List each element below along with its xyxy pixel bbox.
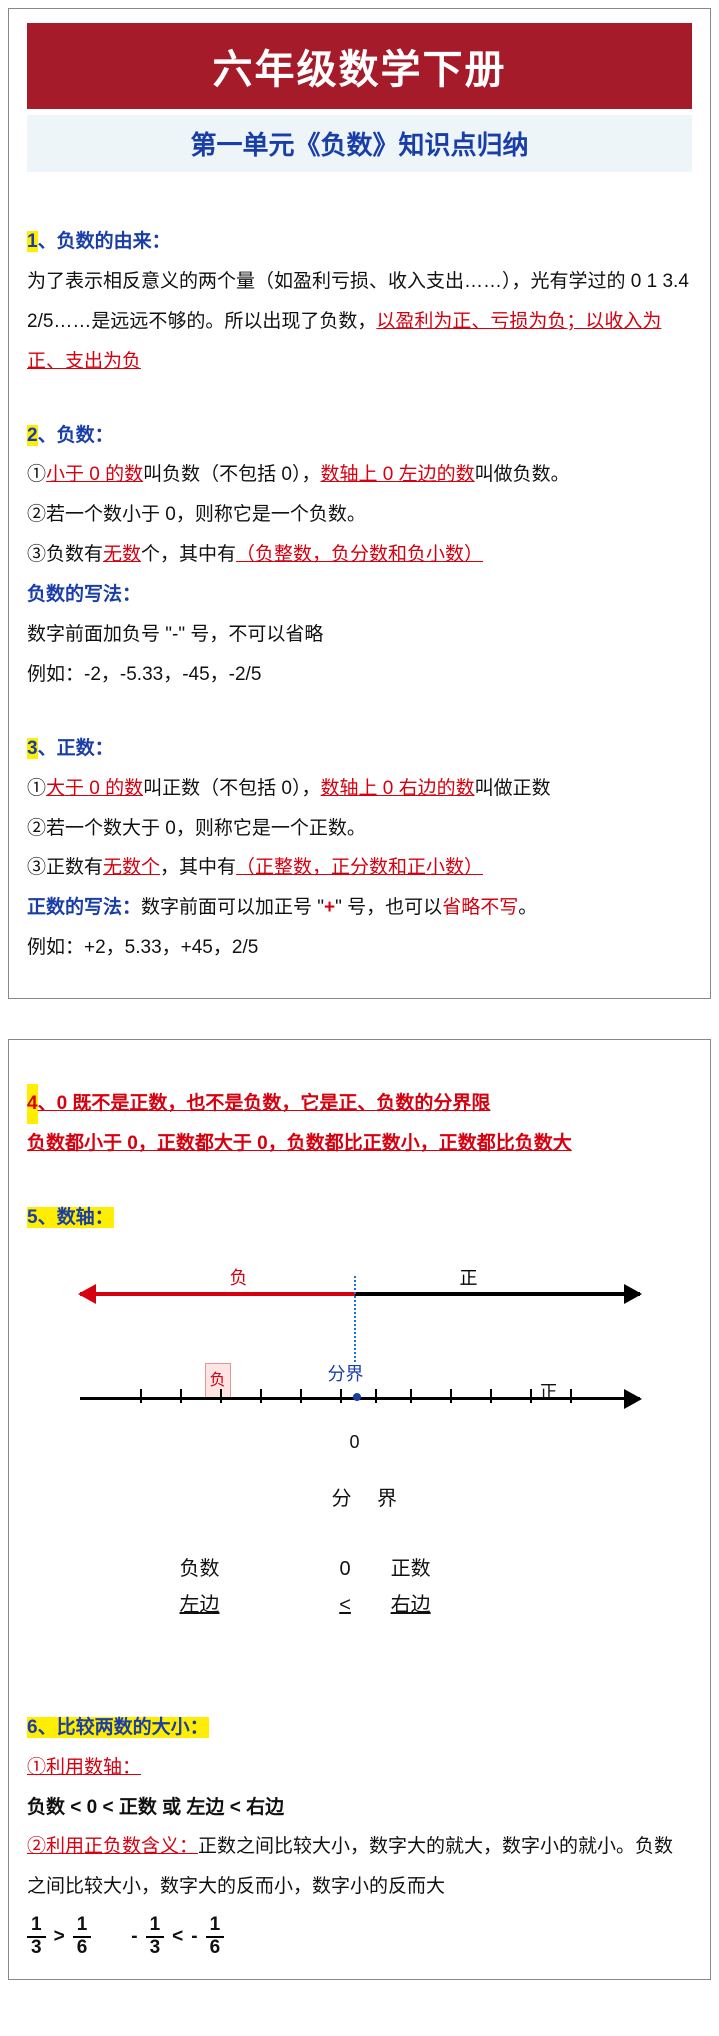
label-boundary-2: 分 界 — [332, 1478, 408, 1520]
axis-tick — [375, 1389, 377, 1403]
sec1-num: 1 — [27, 231, 38, 252]
fc-d: 3 — [146, 1938, 165, 1959]
s3l2: ②若一个数大于 0，则称它是一个正数。 — [27, 809, 692, 849]
s2l3c: 个，其中有 — [141, 544, 236, 565]
s2l3a: ③负数有 — [27, 544, 103, 565]
axis-tick — [450, 1389, 452, 1403]
fd-d: 6 — [206, 1938, 225, 1959]
sec3-head: 、正数： — [38, 738, 114, 759]
s3we: 。 — [518, 897, 537, 918]
op-lt: < — [172, 1917, 183, 1957]
axis-tick — [340, 1389, 342, 1403]
section-5: 5、数轴： 负 正 分界 负 正 0 分 界 负数 0 正数 — [27, 1198, 692, 1698]
section-1: 1、负数的由来： 为了表示相反意义的两个量（如盈利亏损、收入支出……），光有学过… — [27, 222, 692, 382]
s3l1a: ① — [27, 778, 46, 799]
s3l3b: 无数个 — [103, 857, 160, 878]
sec1-head: 、负数的由来： — [38, 231, 171, 252]
subtitle: 第一单元《负数》知识点归纳 — [27, 115, 692, 172]
s3l3c: ，其中有 — [160, 857, 236, 878]
s2l3b: 无数 — [103, 544, 141, 565]
section-3: 3、正数： ①大于 0 的数叫正数（不包括 0），数轴上 0 右边的数叫做正数 … — [27, 729, 692, 968]
sec4-head: 、0 既不是正数，也不是负数，它是正、负数的分界限 — [38, 1093, 491, 1114]
s3-write2: 例如：+2，5.33，+45，2/5 — [27, 928, 692, 968]
axis-tick — [530, 1389, 532, 1403]
sec4-line2: 负数都小于 0，正数都大于 0，负数都比正数小，正数都比负数大 — [27, 1124, 692, 1164]
s3l3d: （正整数，正分数和正小数） — [236, 857, 483, 878]
title-banner: 六年级数学下册 — [27, 23, 692, 109]
s2l1c: 叫负数（不包括 0）， — [143, 464, 320, 485]
sec5-num: 5 — [27, 1207, 38, 1228]
label-positive-top: 正 — [460, 1260, 478, 1298]
number-line-diagram: 负 正 分界 负 正 0 分 界 负数 0 正数 左边 < 右边 — [60, 1248, 660, 1698]
s3l1b: 大于 0 的数 — [46, 778, 143, 799]
axis-tick — [490, 1389, 492, 1403]
label-right: 右边 — [391, 1584, 511, 1626]
label-lt: < — [305, 1584, 385, 1626]
section-4: 4、0 既不是正数，也不是负数，它是正、负数的分界限 负数都小于 0，正数都大于… — [27, 1084, 692, 1164]
frac-c: 13 — [146, 1915, 165, 1959]
label-zero: 0 — [350, 1424, 360, 1462]
sec5-head: 、数轴： — [38, 1207, 114, 1228]
s3wm2: " 号，也可以 — [335, 897, 442, 918]
dashed-divider — [354, 1276, 356, 1362]
axis-tick — [260, 1389, 262, 1403]
s2l2: ②若一个数小于 0，则称它是一个负数。 — [27, 495, 692, 535]
neg1: - — [131, 1917, 137, 1957]
fd-n: 1 — [206, 1915, 225, 1938]
axis-tick — [220, 1389, 222, 1403]
fb-n: 1 — [73, 1915, 92, 1938]
s2l1e: 叫做负数。 — [475, 464, 570, 485]
s2-write1: 数字前面加负号 "-" 号，不可以省略 — [27, 615, 692, 655]
axis-tick — [300, 1389, 302, 1403]
op-gt: > — [54, 1917, 65, 1957]
page-2: 4、0 既不是正数，也不是负数，它是正、负数的分界限 负数都小于 0，正数都大于… — [8, 1039, 711, 1980]
s3wp: + — [324, 897, 335, 918]
s3l1c: 叫正数（不包括 0）， — [143, 778, 320, 799]
fraction-comparison: 13 > 16 - 13 < - 16 — [27, 1915, 692, 1959]
s6-m1: ①利用数轴： — [27, 1748, 692, 1788]
section-6: 6、比较两数的大小： ①利用数轴： 负数 < 0 < 正数 或 左边 < 右边 … — [27, 1708, 692, 1959]
page-1: 六年级数学下册 第一单元《负数》知识点归纳 1、负数的由来： 为了表示相反意义的… — [8, 8, 711, 999]
fa-d: 3 — [27, 1938, 46, 1959]
row-labels-bot: 左边 < 右边 — [180, 1584, 511, 1626]
label-negative-top: 负 — [230, 1260, 248, 1298]
s3wh: 正数的写法： — [27, 897, 141, 918]
s3l3a: ③正数有 — [27, 857, 103, 878]
fa-n: 1 — [27, 1915, 46, 1938]
s2l3d: （负整数，负分数和负小数） — [236, 544, 483, 565]
s2-write2: 例如：-2，-5.33，-45，-2/5 — [27, 655, 692, 695]
axis-black-segment — [355, 1292, 640, 1296]
s2l1a: ① — [27, 464, 46, 485]
sec6-num: 6 — [27, 1717, 38, 1738]
frac-b: 16 — [73, 1915, 92, 1959]
s2l1d: 数轴上 0 左边的数 — [321, 464, 475, 485]
axis-red-segment — [80, 1292, 355, 1296]
s3wm: 数字前面可以加正号 " — [141, 897, 324, 918]
s3l1d: 数轴上 0 右边的数 — [321, 778, 475, 799]
axis-tick — [140, 1389, 142, 1403]
axis-tick — [570, 1389, 572, 1403]
fc-n: 1 — [146, 1915, 165, 1938]
neg2: - — [191, 1917, 197, 1957]
axis-bottom — [80, 1383, 640, 1423]
frac-d: 16 — [206, 1915, 225, 1959]
section-2: 2、负数： ①小于 0 的数叫负数（不包括 0），数轴上 0 左边的数叫做负数。… — [27, 416, 692, 695]
axis2-origin-dot — [353, 1393, 361, 1401]
s2l1b: 小于 0 的数 — [46, 464, 143, 485]
sec4-num: 4 — [27, 1084, 38, 1124]
s3l1e: 叫做正数 — [475, 778, 551, 799]
s3wo: 省略不写 — [442, 897, 518, 918]
sec6-head: 、比较两数的大小： — [38, 1717, 209, 1738]
label-left: 左边 — [180, 1584, 300, 1626]
sec3-num: 3 — [27, 738, 38, 759]
sec2-head: 、负数： — [38, 425, 114, 446]
s6m3a: ②利用正负数含义： — [27, 1836, 198, 1857]
sec2-num: 2 — [27, 425, 38, 446]
axis-tick — [410, 1389, 412, 1403]
s6-m2: 负数 < 0 < 正数 或 左边 < 右边 — [27, 1788, 692, 1828]
axis-tick — [180, 1389, 182, 1403]
s2-write-head: 负数的写法： — [27, 575, 692, 615]
frac-a: 13 — [27, 1915, 46, 1959]
fb-d: 6 — [73, 1938, 92, 1959]
